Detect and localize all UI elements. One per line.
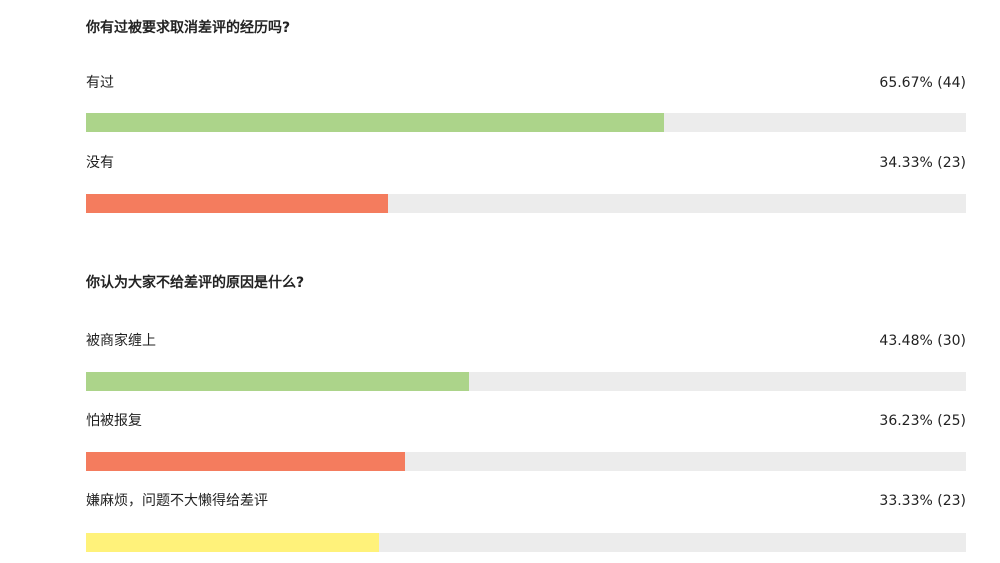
progress-fill (86, 113, 664, 132)
progress-fill (86, 372, 469, 391)
question-title: 你认为大家不给差评的原因是什么? (86, 275, 305, 291)
progress-fill (86, 194, 389, 213)
option-label: 怕被报复 (86, 413, 142, 429)
option-row: 有过 65.67% (44) (86, 73, 966, 132)
option-row: 没有 34.33% (23) (86, 153, 966, 213)
option-stat: 33.33% (23) (879, 493, 966, 509)
option-row: 怕被报复 36.23% (25) (86, 411, 966, 471)
option-stat: 43.48% (30) (879, 333, 966, 349)
option-label: 没有 (86, 155, 114, 171)
progress-bar (86, 533, 966, 552)
question-2: 你认为大家不给差评的原因是什么? 被商家缠上 43.48% (30) 怕被报复 36… (86, 273, 966, 552)
question-title: 你有过被要求取消差评的经历吗? (86, 20, 291, 36)
progress-bar (86, 113, 966, 132)
progress-bar (86, 452, 966, 471)
option-label: 被商家缠上 (86, 333, 156, 349)
option-label: 嫌麻烦，问题不大懒得给差评 (86, 493, 268, 509)
question-1: 你有过被要求取消差评的经历吗? 有过 65.67% (44) 没有 34.33% (… (86, 18, 966, 213)
option-stat: 65.67% (44) (879, 75, 966, 91)
option-stat: 34.33% (23) (879, 155, 966, 171)
option-stat: 36.23% (25) (879, 413, 966, 429)
progress-bar (86, 194, 966, 213)
progress-fill (86, 533, 380, 552)
progress-bar (86, 372, 966, 391)
progress-fill (86, 452, 405, 471)
option-label: 有过 (86, 75, 114, 91)
option-row: 嫌麻烦，问题不大懒得给差评 33.33% (23) (86, 491, 966, 552)
option-row: 被商家缠上 43.48% (30) (86, 331, 966, 391)
